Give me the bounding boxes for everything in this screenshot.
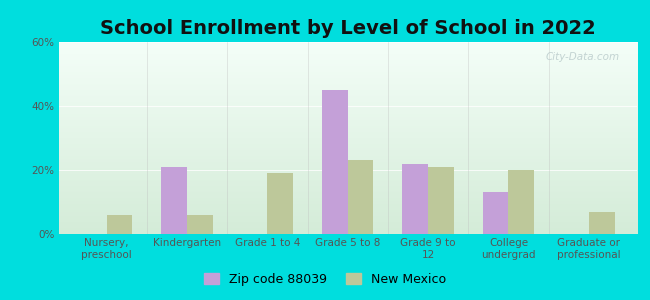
Bar	[322, 90, 348, 234]
Bar	[107, 215, 133, 234]
Bar	[483, 192, 508, 234]
Bar	[267, 173, 293, 234]
Bar	[161, 167, 187, 234]
Title: School Enrollment by Level of School in 2022: School Enrollment by Level of School in …	[100, 19, 595, 38]
Bar	[589, 212, 614, 234]
Bar	[402, 164, 428, 234]
Bar	[428, 167, 454, 234]
Bar	[187, 215, 213, 234]
Legend: Zip code 88039, New Mexico: Zip code 88039, New Mexico	[199, 268, 451, 291]
Text: City-Data.com: City-Data.com	[545, 52, 619, 61]
Bar	[508, 170, 534, 234]
Bar	[348, 160, 374, 234]
